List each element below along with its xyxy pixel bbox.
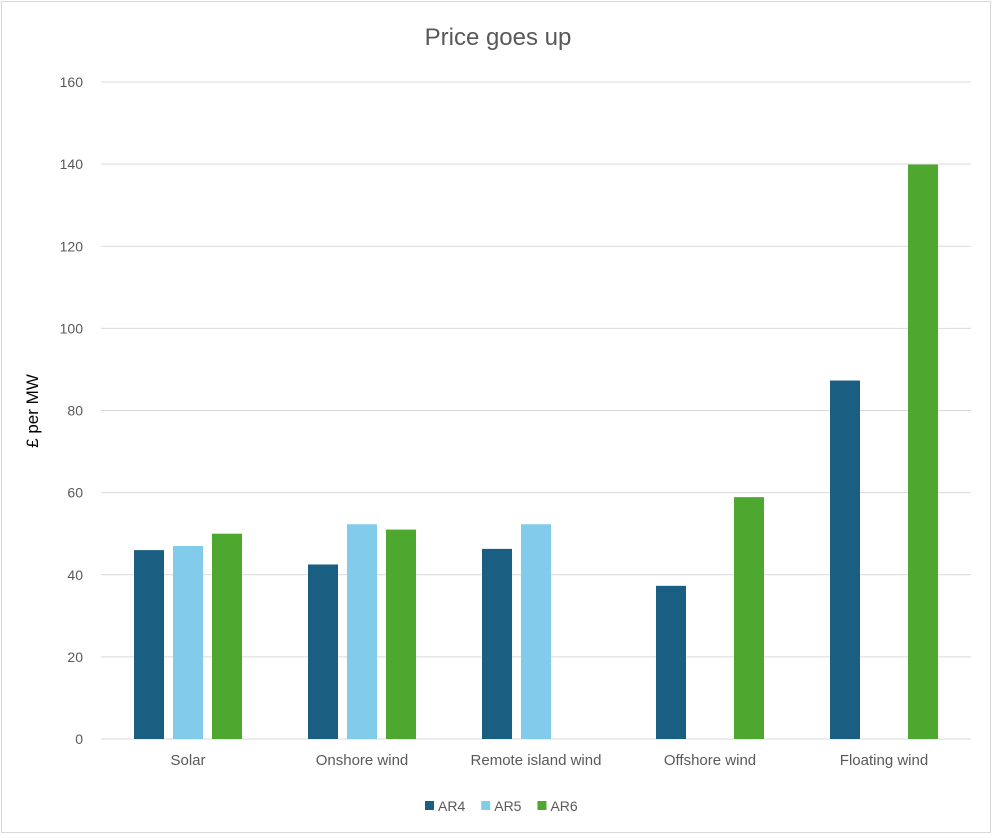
- bar-ar5: [173, 546, 203, 739]
- legend-label-ar6: AR6: [550, 798, 577, 814]
- legend-swatch-ar6: [537, 801, 547, 810]
- legend-label-ar5: AR5: [494, 798, 521, 814]
- bar-ar6: [212, 533, 242, 739]
- bar-ar5: [347, 524, 377, 739]
- y-tick-label: 120: [60, 238, 84, 254]
- y-tick-label: 40: [67, 567, 83, 583]
- bar-ar6: [386, 529, 416, 739]
- bar-ar4: [482, 548, 512, 739]
- chart-title: Price goes up: [425, 24, 572, 51]
- bar-ar4: [308, 564, 338, 739]
- legend-label-ar4: AR4: [438, 798, 465, 814]
- x-category-label: Offshore wind: [664, 752, 756, 769]
- y-tick-label: 0: [75, 731, 83, 747]
- legend-swatch-ar4: [425, 801, 434, 810]
- gridlines: [101, 81, 971, 740]
- legend-swatch-ar5: [481, 801, 491, 810]
- bar-ar4: [656, 585, 686, 739]
- y-axis-label: £ per MW: [23, 374, 42, 448]
- y-axis-ticks: 0 20 40 60 80 100 120 140 160: [60, 74, 84, 747]
- y-tick-label: 80: [67, 403, 83, 419]
- y-tick-label: 100: [60, 320, 84, 336]
- bar-ar5: [521, 524, 551, 739]
- x-category-label: Floating wind: [840, 752, 928, 769]
- bar-ar4: [830, 380, 860, 739]
- bar-ar6: [734, 497, 764, 739]
- y-tick-label: 60: [67, 485, 83, 501]
- y-tick-label: 140: [60, 156, 84, 172]
- bars: [134, 164, 938, 739]
- x-axis-categories: Solar Onshore wind Remote island wind Offsh…: [170, 752, 928, 769]
- bar-ar6: [908, 164, 938, 739]
- x-category-label: Solar: [170, 752, 205, 769]
- x-category-label: Onshore wind: [316, 752, 409, 769]
- y-tick-label: 160: [60, 74, 84, 90]
- legend: AR4 AR5 AR6: [425, 798, 578, 814]
- bar-ar4: [134, 550, 164, 739]
- x-category-label: Remote island wind: [471, 752, 602, 769]
- y-tick-label: 20: [67, 649, 83, 665]
